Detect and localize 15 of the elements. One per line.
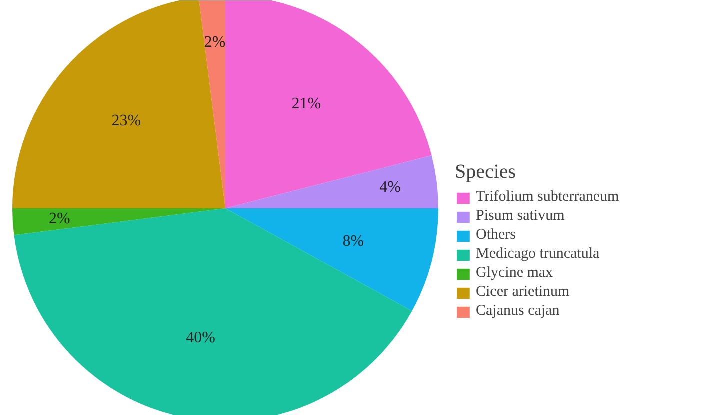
legend-label: Trifolium subterraneum [476,189,620,206]
legend-label: Glycine max [476,265,554,282]
data-label: 2% [49,210,70,228]
data-label: 8% [342,232,364,250]
data-label: 40% [186,330,216,347]
data-label: 23% [112,112,142,130]
legend-title: Species [455,161,518,184]
legend-label: Medicago truncatula [476,246,600,263]
data-label: 4% [380,179,401,196]
legend-label: Pisum sativum [476,208,565,225]
legend-label: Cajanus cajan [476,303,560,320]
legend-label: Cicer arietinum [476,284,570,301]
legend-label: Others [476,227,516,244]
data-label: 2% [204,34,226,52]
data-label: 21% [292,96,322,113]
